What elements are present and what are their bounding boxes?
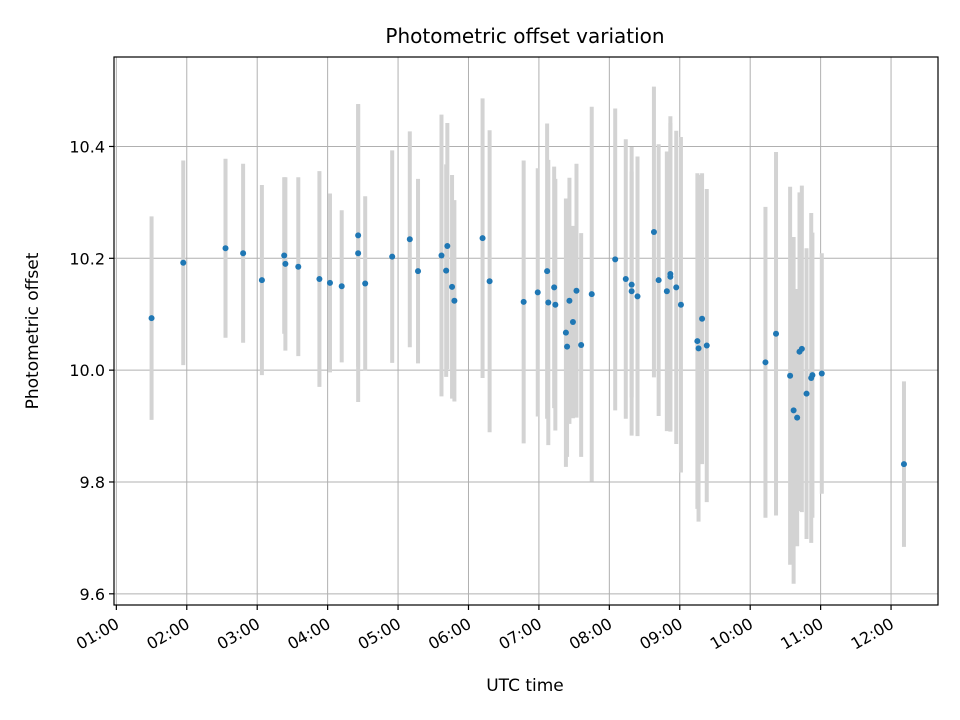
data-point — [240, 250, 247, 257]
data-point — [798, 345, 805, 352]
data-point — [699, 315, 706, 322]
data-point — [258, 277, 265, 284]
y-tick-label: 10.0 — [69, 361, 105, 380]
data-point — [809, 372, 816, 379]
data-point — [326, 279, 333, 286]
data-point — [479, 235, 486, 242]
data-point — [338, 283, 345, 290]
y-tick-label: 10.4 — [69, 137, 105, 156]
data-point — [578, 341, 585, 348]
data-point — [634, 293, 641, 300]
data-point — [663, 288, 670, 295]
data-point — [551, 284, 558, 291]
data-point — [673, 284, 680, 291]
data-point — [900, 461, 907, 468]
data-point — [818, 370, 825, 377]
data-point — [415, 268, 422, 275]
data-point — [355, 250, 362, 257]
data-point — [520, 298, 527, 305]
chart-title: Photometric offset variation — [385, 24, 664, 48]
data-point — [762, 359, 769, 366]
data-point — [694, 338, 701, 345]
data-point — [787, 372, 794, 379]
data-point — [790, 407, 797, 414]
data-point — [773, 330, 780, 337]
y-tick-label: 9.6 — [80, 585, 105, 604]
data-points — [148, 229, 907, 468]
data-point — [677, 301, 684, 308]
data-point — [406, 236, 413, 243]
data-point — [282, 260, 289, 267]
data-point — [449, 283, 456, 290]
data-point — [622, 275, 629, 282]
data-point — [355, 232, 362, 239]
data-point — [438, 252, 445, 259]
data-point — [451, 297, 458, 304]
data-point — [545, 299, 552, 306]
data-point — [281, 252, 288, 259]
data-point — [794, 414, 801, 421]
data-point — [588, 291, 595, 298]
data-point — [389, 253, 396, 260]
data-point — [564, 343, 571, 350]
data-point — [667, 270, 674, 277]
data-point — [650, 229, 657, 236]
plot-frame — [113, 56, 939, 606]
data-point — [803, 390, 810, 397]
data-point — [569, 319, 576, 326]
data-point — [628, 281, 635, 288]
data-point — [628, 288, 635, 295]
data-point — [695, 345, 702, 352]
data-point — [552, 301, 559, 308]
y-axis-ticks: 9.6 9.8 10.0 10.2 10.4 — [69, 137, 114, 604]
data-point — [566, 297, 573, 304]
data-point — [443, 267, 450, 274]
data-point — [444, 243, 451, 250]
y-axis-label: Photometric offset — [23, 252, 43, 409]
data-point — [180, 259, 187, 266]
x-axis-label: UTC time — [486, 676, 564, 696]
data-point — [295, 263, 302, 270]
data-point — [534, 289, 541, 296]
data-point — [362, 280, 369, 287]
y-tick-label: 10.2 — [69, 249, 105, 268]
y-tick-label: 9.8 — [80, 473, 105, 492]
data-point — [703, 342, 710, 349]
data-point — [544, 268, 551, 275]
data-point — [562, 329, 569, 336]
data-point — [486, 278, 493, 285]
data-point — [222, 245, 229, 252]
data-point — [316, 275, 323, 282]
data-point — [148, 315, 155, 322]
data-point — [612, 256, 619, 263]
data-point — [573, 287, 580, 294]
data-point — [655, 277, 662, 284]
